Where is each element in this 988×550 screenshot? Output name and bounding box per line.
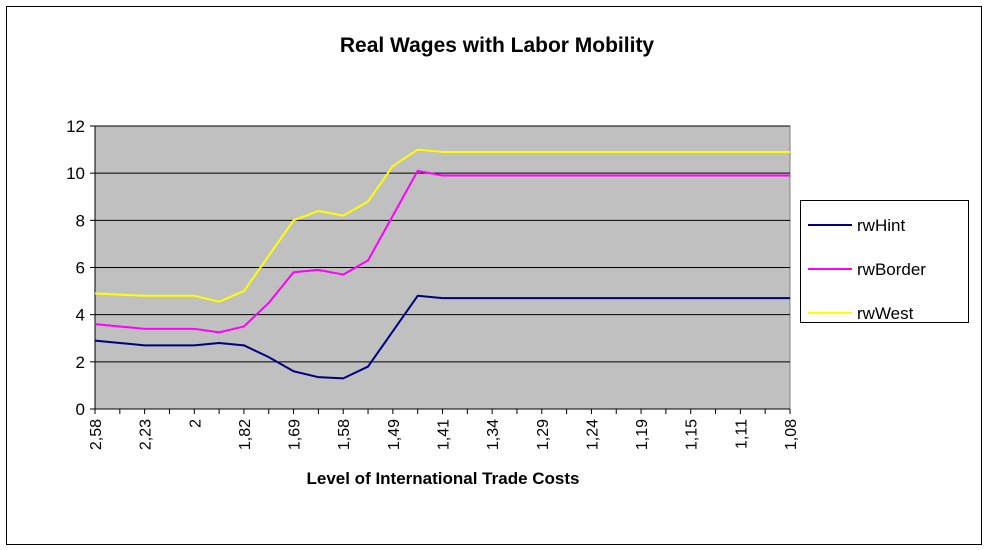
legend-label: rwHint [857,216,905,235]
x-tick-label: 2,58 [88,419,105,450]
y-tick-label: 0 [76,400,85,419]
chart-title: Real Wages with Labor Mobility [340,34,655,57]
x-tick-label: 1,11 [733,419,750,449]
x-tick-label: 1,58 [336,419,353,450]
x-tick-label: 1,15 [684,419,701,450]
x-tick-label: 1,41 [436,419,453,450]
x-tick-label: 2 [187,419,204,428]
series-line [94,169,790,334]
y-tick-label: 6 [76,259,85,278]
x-tick-label: 1,24 [584,419,601,450]
x-tick-label: 1,49 [386,419,403,450]
x-tick-label: 1,08 [783,419,800,450]
x-axis-title: Level of International Trade Costs [306,469,579,488]
x-tick-label: 1,69 [287,419,304,450]
x-tick-label: 1,82 [237,419,254,450]
y-tick-label: 10 [66,164,85,183]
series-line [94,294,790,380]
x-tick-label: 1,29 [535,419,552,450]
y-tick-label: 12 [66,117,85,136]
y-tick-label: 2 [76,353,85,372]
y-tick-label: 8 [76,211,85,230]
x-tick-label: 1,19 [634,419,651,450]
legend-label: rwBorder [857,260,926,279]
legend-label: rwWest [857,304,914,323]
series-line [94,148,790,303]
y-tick-label: 4 [76,306,85,325]
x-tick-label: 1,34 [485,419,502,450]
x-tick-label: 2,23 [138,419,155,450]
legend-box [800,200,969,323]
